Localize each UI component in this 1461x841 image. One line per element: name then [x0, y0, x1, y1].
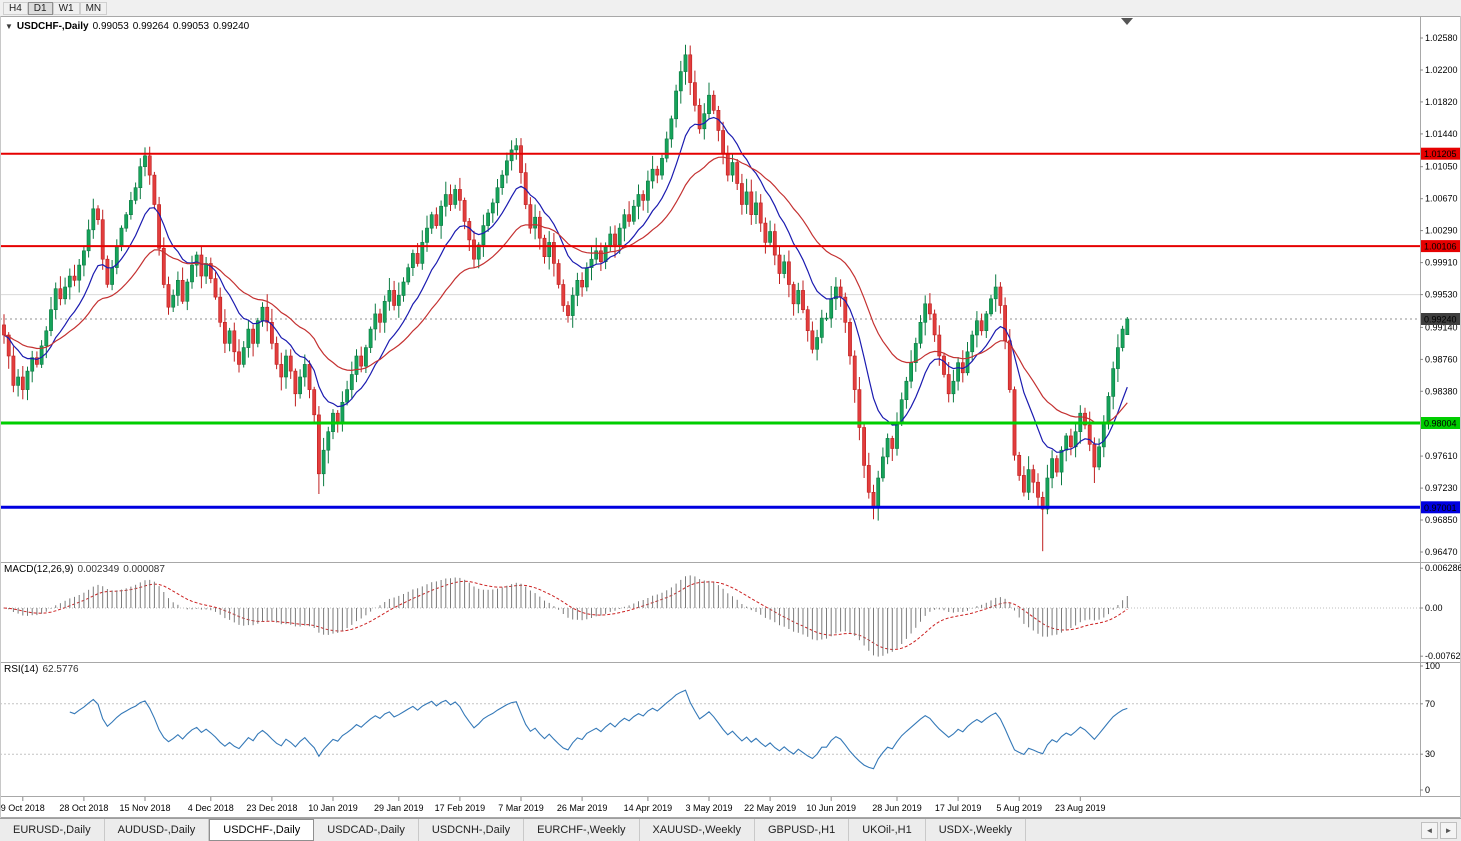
tab-gbpusd-h1[interactable]: GBPUSD-,H1	[755, 819, 850, 841]
svg-text:70: 70	[1425, 699, 1435, 709]
tab-ukoil-h1[interactable]: UKOil-,H1	[849, 819, 926, 841]
timeframe-toolbar: H4 D1 W1 MN	[0, 0, 1461, 16]
chart-tabs-bar: EURUSD-,Daily AUDUSD-,Daily USDCHF-,Daily U…	[0, 818, 1461, 841]
price-axis-badges: 1.01205 1.00106 0.98004 0.97001 0.99240	[1421, 147, 1460, 514]
symbol-tabs: EURUSD-,Daily AUDUSD-,Daily USDCHF-,Daily U…	[0, 819, 1026, 841]
tab-usdx-weekly[interactable]: USDX-,Weekly	[926, 819, 1026, 841]
svg-text:0.006286: 0.006286	[1425, 563, 1461, 573]
svg-text:1.01820: 1.01820	[1425, 97, 1458, 107]
svg-text:0.98004: 0.98004	[1424, 419, 1457, 429]
svg-text:17 Jul 2019: 17 Jul 2019	[935, 803, 982, 813]
svg-text:0.98380: 0.98380	[1425, 386, 1458, 396]
tab-eurusd-daily[interactable]: EURUSD-,Daily	[0, 819, 105, 841]
price-badge-0.99240	[1421, 313, 1460, 325]
macd-histogram	[8, 575, 1128, 657]
svg-text:28 Oct 2018: 28 Oct 2018	[59, 803, 108, 813]
svg-text:17 Feb 2019: 17 Feb 2019	[435, 803, 486, 813]
tab-scroll-left-button[interactable]: ◄	[1421, 821, 1438, 839]
macd-scale: 0.006286 0.00 -0.00762	[1420, 563, 1461, 661]
timeframe-button-mn[interactable]: MN	[79, 1, 108, 15]
timeframe-button-d1[interactable]: D1	[27, 1, 53, 15]
chart-window: 1.02580 1.02200 1.01820 1.01440 1.01050 1.006…	[0, 16, 1461, 818]
svg-text:1.00670: 1.00670	[1425, 194, 1458, 204]
svg-text:0.99530: 0.99530	[1425, 290, 1458, 300]
gridlines	[0, 294, 1420, 320]
svg-text:1.01440: 1.01440	[1425, 129, 1458, 139]
svg-text:30: 30	[1425, 749, 1435, 759]
svg-text:0.99910: 0.99910	[1425, 258, 1458, 268]
rsi-panel	[0, 689, 1420, 770]
ma-12-line	[3, 116, 1128, 453]
svg-text:23 Dec 2018: 23 Dec 2018	[246, 803, 297, 813]
svg-text:0.99240: 0.99240	[1424, 315, 1457, 325]
price-axis-labels: 1.02580 1.02200 1.01820 1.01440 1.01050 1.006…	[1420, 33, 1458, 557]
timeframe-button-w1[interactable]: W1	[52, 1, 80, 15]
horizontal-levels	[0, 152, 1420, 509]
panel-frame	[0, 16, 1461, 818]
svg-text:-0.00762: -0.00762	[1425, 651, 1461, 661]
svg-text:0.97001: 0.97001	[1424, 503, 1457, 513]
one-click-trading-icon[interactable]: ▼	[5, 22, 13, 31]
price-badge-1.00106	[1421, 240, 1460, 253]
tab-audusd-daily[interactable]: AUDUSD-,Daily	[105, 819, 210, 841]
svg-text:22 May 2019: 22 May 2019	[744, 803, 796, 813]
tab-usdchf-daily[interactable]: USDCHF-,Daily	[209, 819, 315, 841]
macd-signal-line	[3, 580, 1128, 651]
timeframe-buttons: H4 D1 W1 MN	[3, 1, 108, 15]
svg-text:5 Aug 2019: 5 Aug 2019	[996, 803, 1042, 813]
svg-text:29 Jan 2019: 29 Jan 2019	[374, 803, 424, 813]
svg-text:1.00290: 1.00290	[1425, 226, 1458, 236]
svg-text:0.97610: 0.97610	[1425, 451, 1458, 461]
svg-text:14 Apr 2019: 14 Apr 2019	[624, 803, 673, 813]
svg-text:7 Mar 2019: 7 Mar 2019	[498, 803, 544, 813]
macd-panel	[0, 580, 1420, 651]
candles-layer	[2, 44, 1130, 552]
svg-text:0.96470: 0.96470	[1425, 547, 1458, 557]
svg-text:0.99140: 0.99140	[1425, 322, 1458, 332]
svg-text:28 Jun 2019: 28 Jun 2019	[872, 803, 922, 813]
svg-text:0.00: 0.00	[1425, 603, 1443, 613]
moving-averages	[3, 116, 1128, 453]
tab-scroll-controls: ◄ ►	[1417, 819, 1461, 841]
price-badge-0.97001	[1421, 501, 1460, 514]
svg-text:23 Aug 2019: 23 Aug 2019	[1055, 803, 1106, 813]
svg-text:1.00106: 1.00106	[1424, 242, 1457, 252]
svg-text:1.02580: 1.02580	[1425, 33, 1458, 43]
ma-30-line	[3, 156, 1128, 425]
rsi-line	[69, 689, 1128, 770]
tab-usdcad-daily[interactable]: USDCAD-,Daily	[314, 819, 419, 841]
svg-text:0.97230: 0.97230	[1425, 483, 1458, 493]
chart-canvas[interactable]: 1.02580 1.02200 1.01820 1.01440 1.01050 1.006…	[0, 16, 1461, 818]
svg-text:1.01205: 1.01205	[1424, 149, 1457, 159]
chart-shift-marker[interactable]	[1121, 18, 1133, 25]
svg-text:0: 0	[1425, 785, 1430, 795]
svg-text:26 Mar 2019: 26 Mar 2019	[557, 803, 608, 813]
svg-text:4 Dec 2018: 4 Dec 2018	[188, 803, 234, 813]
tab-xauusd-weekly[interactable]: XAUUSD-,Weekly	[640, 819, 755, 841]
svg-text:1.01050: 1.01050	[1425, 162, 1458, 172]
svg-text:0.98760: 0.98760	[1425, 354, 1458, 364]
price-badge-0.98004	[1421, 417, 1460, 429]
rsi-scale: 100 70 30 0	[1420, 661, 1440, 795]
tab-scroll-right-button[interactable]: ►	[1440, 821, 1457, 839]
price-badge-1.01205	[1421, 147, 1460, 160]
svg-text:0.96850: 0.96850	[1425, 515, 1458, 525]
timeframe-button-h4[interactable]: H4	[3, 1, 28, 15]
svg-text:10 Jun 2019: 10 Jun 2019	[806, 803, 856, 813]
svg-text:1.02200: 1.02200	[1425, 65, 1458, 75]
tab-usdcnh-daily[interactable]: USDCNH-,Daily	[419, 819, 525, 841]
svg-text:9 Oct 2018: 9 Oct 2018	[1, 803, 45, 813]
svg-text:3 May 2019: 3 May 2019	[685, 803, 732, 813]
svg-text:100: 100	[1425, 661, 1440, 671]
svg-text:15 Nov 2018: 15 Nov 2018	[119, 803, 170, 813]
svg-text:10 Jan 2019: 10 Jan 2019	[308, 803, 358, 813]
tab-eurchf-weekly[interactable]: EURCHF-,Weekly	[524, 819, 640, 841]
date-axis: 9 Oct 2018 28 Oct 2018 15 Nov 2018 4 Dec 20…	[1, 797, 1106, 813]
